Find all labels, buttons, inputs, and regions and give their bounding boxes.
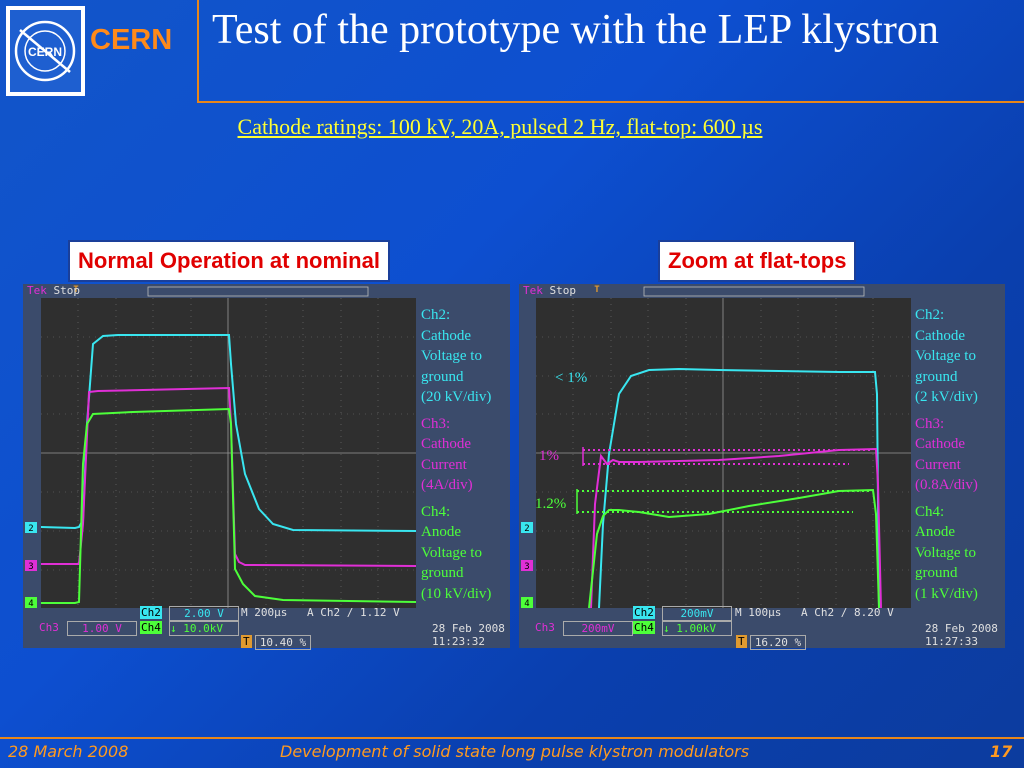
annotation-normal: Ch2: Cathode Voltage to ground (20 kV/div) C… xyxy=(421,305,491,604)
ch3-marker-zoom: 3 xyxy=(524,562,529,572)
ch3-droop-label: 1% xyxy=(539,448,559,464)
scope-status-zoom: Stop xyxy=(549,284,577,297)
trigger-position: 10.40 % xyxy=(255,635,311,650)
panel-label-zoom: Zoom at flat-tops xyxy=(658,240,857,282)
scope-time: 11:23:32 xyxy=(432,635,485,648)
cern-logo: CERN xyxy=(6,6,85,96)
ch3-volts-per-div-zoom: 200mV xyxy=(563,621,633,636)
scope-date-zoom: 28 Feb 2008 xyxy=(925,622,998,635)
trigger-marker-top: T xyxy=(73,285,79,295)
trigger-pos-icon: T xyxy=(241,635,252,648)
scope-screen-zoom: T 2 3 4 Tek Stop < 1% 1% 1.2% Ch2 200mV … xyxy=(519,284,1005,650)
footer-date: 28 March 2008 xyxy=(8,742,129,761)
ch2-droop-label: < 1% xyxy=(555,370,588,386)
cern-logo-icon: CERN xyxy=(14,20,76,82)
logo-text: CERN xyxy=(28,45,62,59)
ch2-label-box-zoom: Ch2 xyxy=(633,606,655,619)
trace-ch3 xyxy=(41,386,417,567)
footer-title: Development of solid state long pulse kl… xyxy=(280,742,750,761)
trigger-setting-zoom: A Ch2 ∕ 8.20 V xyxy=(801,606,894,619)
ch4-droop-label: 1.2% xyxy=(535,496,567,512)
ch3-annotation-zoom: Ch3: Cathode Current (0.8A/div) xyxy=(915,415,978,494)
header-divider-vertical xyxy=(197,0,199,102)
ch2-label-box: Ch2 xyxy=(140,606,162,619)
ch3-volts-per-div: 1.00 V xyxy=(67,621,137,636)
ch4-annotation-zoom: Ch4: Anode Voltage to ground (1 kV/div) xyxy=(915,503,978,602)
ch4-annotation: Ch4: Anode Voltage to ground (10 kV/div) xyxy=(421,503,492,602)
ch4-marker: 4 xyxy=(28,599,33,609)
footer-divider xyxy=(0,737,1024,739)
page-number: 17 xyxy=(990,742,1013,761)
ch3-marker: 3 xyxy=(28,562,33,572)
ch2-volts-per-div: 2.00 V xyxy=(169,606,239,621)
header-divider-horizontal xyxy=(197,101,1024,103)
trace-ch4 xyxy=(41,407,417,604)
scope-status: Stop xyxy=(53,284,81,297)
scope-display-normal: T 2 3 4 xyxy=(23,285,510,609)
slide-subtitle: Cathode ratings: 100 kV, 20A, pulsed 2 H… xyxy=(237,114,763,139)
ch2-volts-per-div-zoom: 200mV xyxy=(662,606,732,621)
ch4-label-box-zoom: Ch4 xyxy=(633,621,655,634)
ch3-label: Ch3 xyxy=(39,621,59,634)
trigger-position-zoom: 16.20 % xyxy=(750,635,806,650)
annotation-zoom: Ch2: Cathode Voltage to ground (2 kV/div) Ch… xyxy=(915,305,978,604)
trigger-setting: A Ch2 ∕ 1.12 V xyxy=(307,606,400,619)
ch3-annotation: Ch3: Cathode Current (4A/div) xyxy=(421,415,473,494)
ch2-marker-zoom: 2 xyxy=(524,524,529,534)
ch4-volts-per-div-zoom: ↓ 1.00kV xyxy=(662,621,732,636)
trace-ch2-zoom xyxy=(598,367,880,609)
scope-screen-normal: T 2 3 4 Tek Stop Ch2 2.00 V M 200µs A Ch… xyxy=(23,284,510,650)
slide-title: Test of the prototype with the LEP klyst… xyxy=(212,7,939,53)
ch4-marker-zoom: 4 xyxy=(524,599,529,609)
ch3-label-zoom: Ch3 xyxy=(535,621,555,634)
timebase: M 200µs xyxy=(241,606,288,619)
ch4-label-box: Ch4 xyxy=(140,621,162,634)
record-bar xyxy=(147,286,369,297)
scope-time-zoom: 11:27:33 xyxy=(925,635,978,648)
timebase-zoom: M 100µs xyxy=(735,606,782,619)
ch2-annotation: Ch2: Cathode Voltage to ground (20 kV/div) xyxy=(421,307,492,405)
scope-display-zoom: T 2 3 4 xyxy=(521,285,911,609)
trigger-marker-top-zoom: T xyxy=(594,285,600,295)
org-name: CERN xyxy=(90,24,173,56)
ch2-marker: 2 xyxy=(28,524,33,534)
ch2-annotation-zoom: Ch2: Cathode Voltage to ground (2 kV/div) xyxy=(915,307,978,405)
panel-label-normal: Normal Operation at nominal xyxy=(68,240,390,282)
trigger-pos-icon-zoom: T xyxy=(736,635,747,648)
scope-date: 28 Feb 2008 xyxy=(432,622,505,635)
ch4-volts-per-div: ↓ 10.0kV xyxy=(169,621,239,636)
